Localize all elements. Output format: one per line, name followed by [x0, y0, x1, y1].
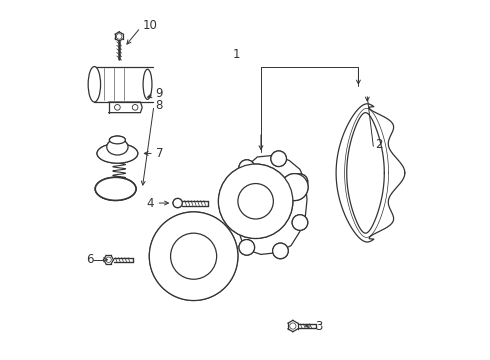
Ellipse shape	[107, 139, 128, 155]
Circle shape	[219, 164, 293, 238]
Circle shape	[171, 233, 217, 279]
Circle shape	[272, 243, 288, 259]
Text: 10: 10	[142, 19, 157, 32]
Text: 9: 9	[156, 87, 163, 100]
Ellipse shape	[109, 136, 125, 144]
Circle shape	[292, 215, 308, 230]
Circle shape	[271, 151, 287, 167]
Circle shape	[149, 212, 238, 301]
Ellipse shape	[143, 69, 152, 99]
Ellipse shape	[95, 177, 136, 201]
Text: 4: 4	[147, 197, 154, 210]
Text: 2: 2	[375, 138, 383, 151]
Text: 6: 6	[87, 253, 94, 266]
Circle shape	[281, 174, 308, 201]
Ellipse shape	[88, 67, 100, 102]
Ellipse shape	[97, 144, 138, 163]
Circle shape	[173, 198, 182, 208]
Text: 8: 8	[156, 99, 163, 112]
Circle shape	[239, 239, 255, 255]
Text: 1: 1	[232, 48, 240, 61]
Text: 7: 7	[156, 147, 163, 160]
Circle shape	[239, 160, 255, 175]
Circle shape	[238, 184, 273, 219]
Circle shape	[292, 174, 308, 190]
Text: 5: 5	[207, 256, 215, 269]
Text: 3: 3	[315, 320, 322, 333]
